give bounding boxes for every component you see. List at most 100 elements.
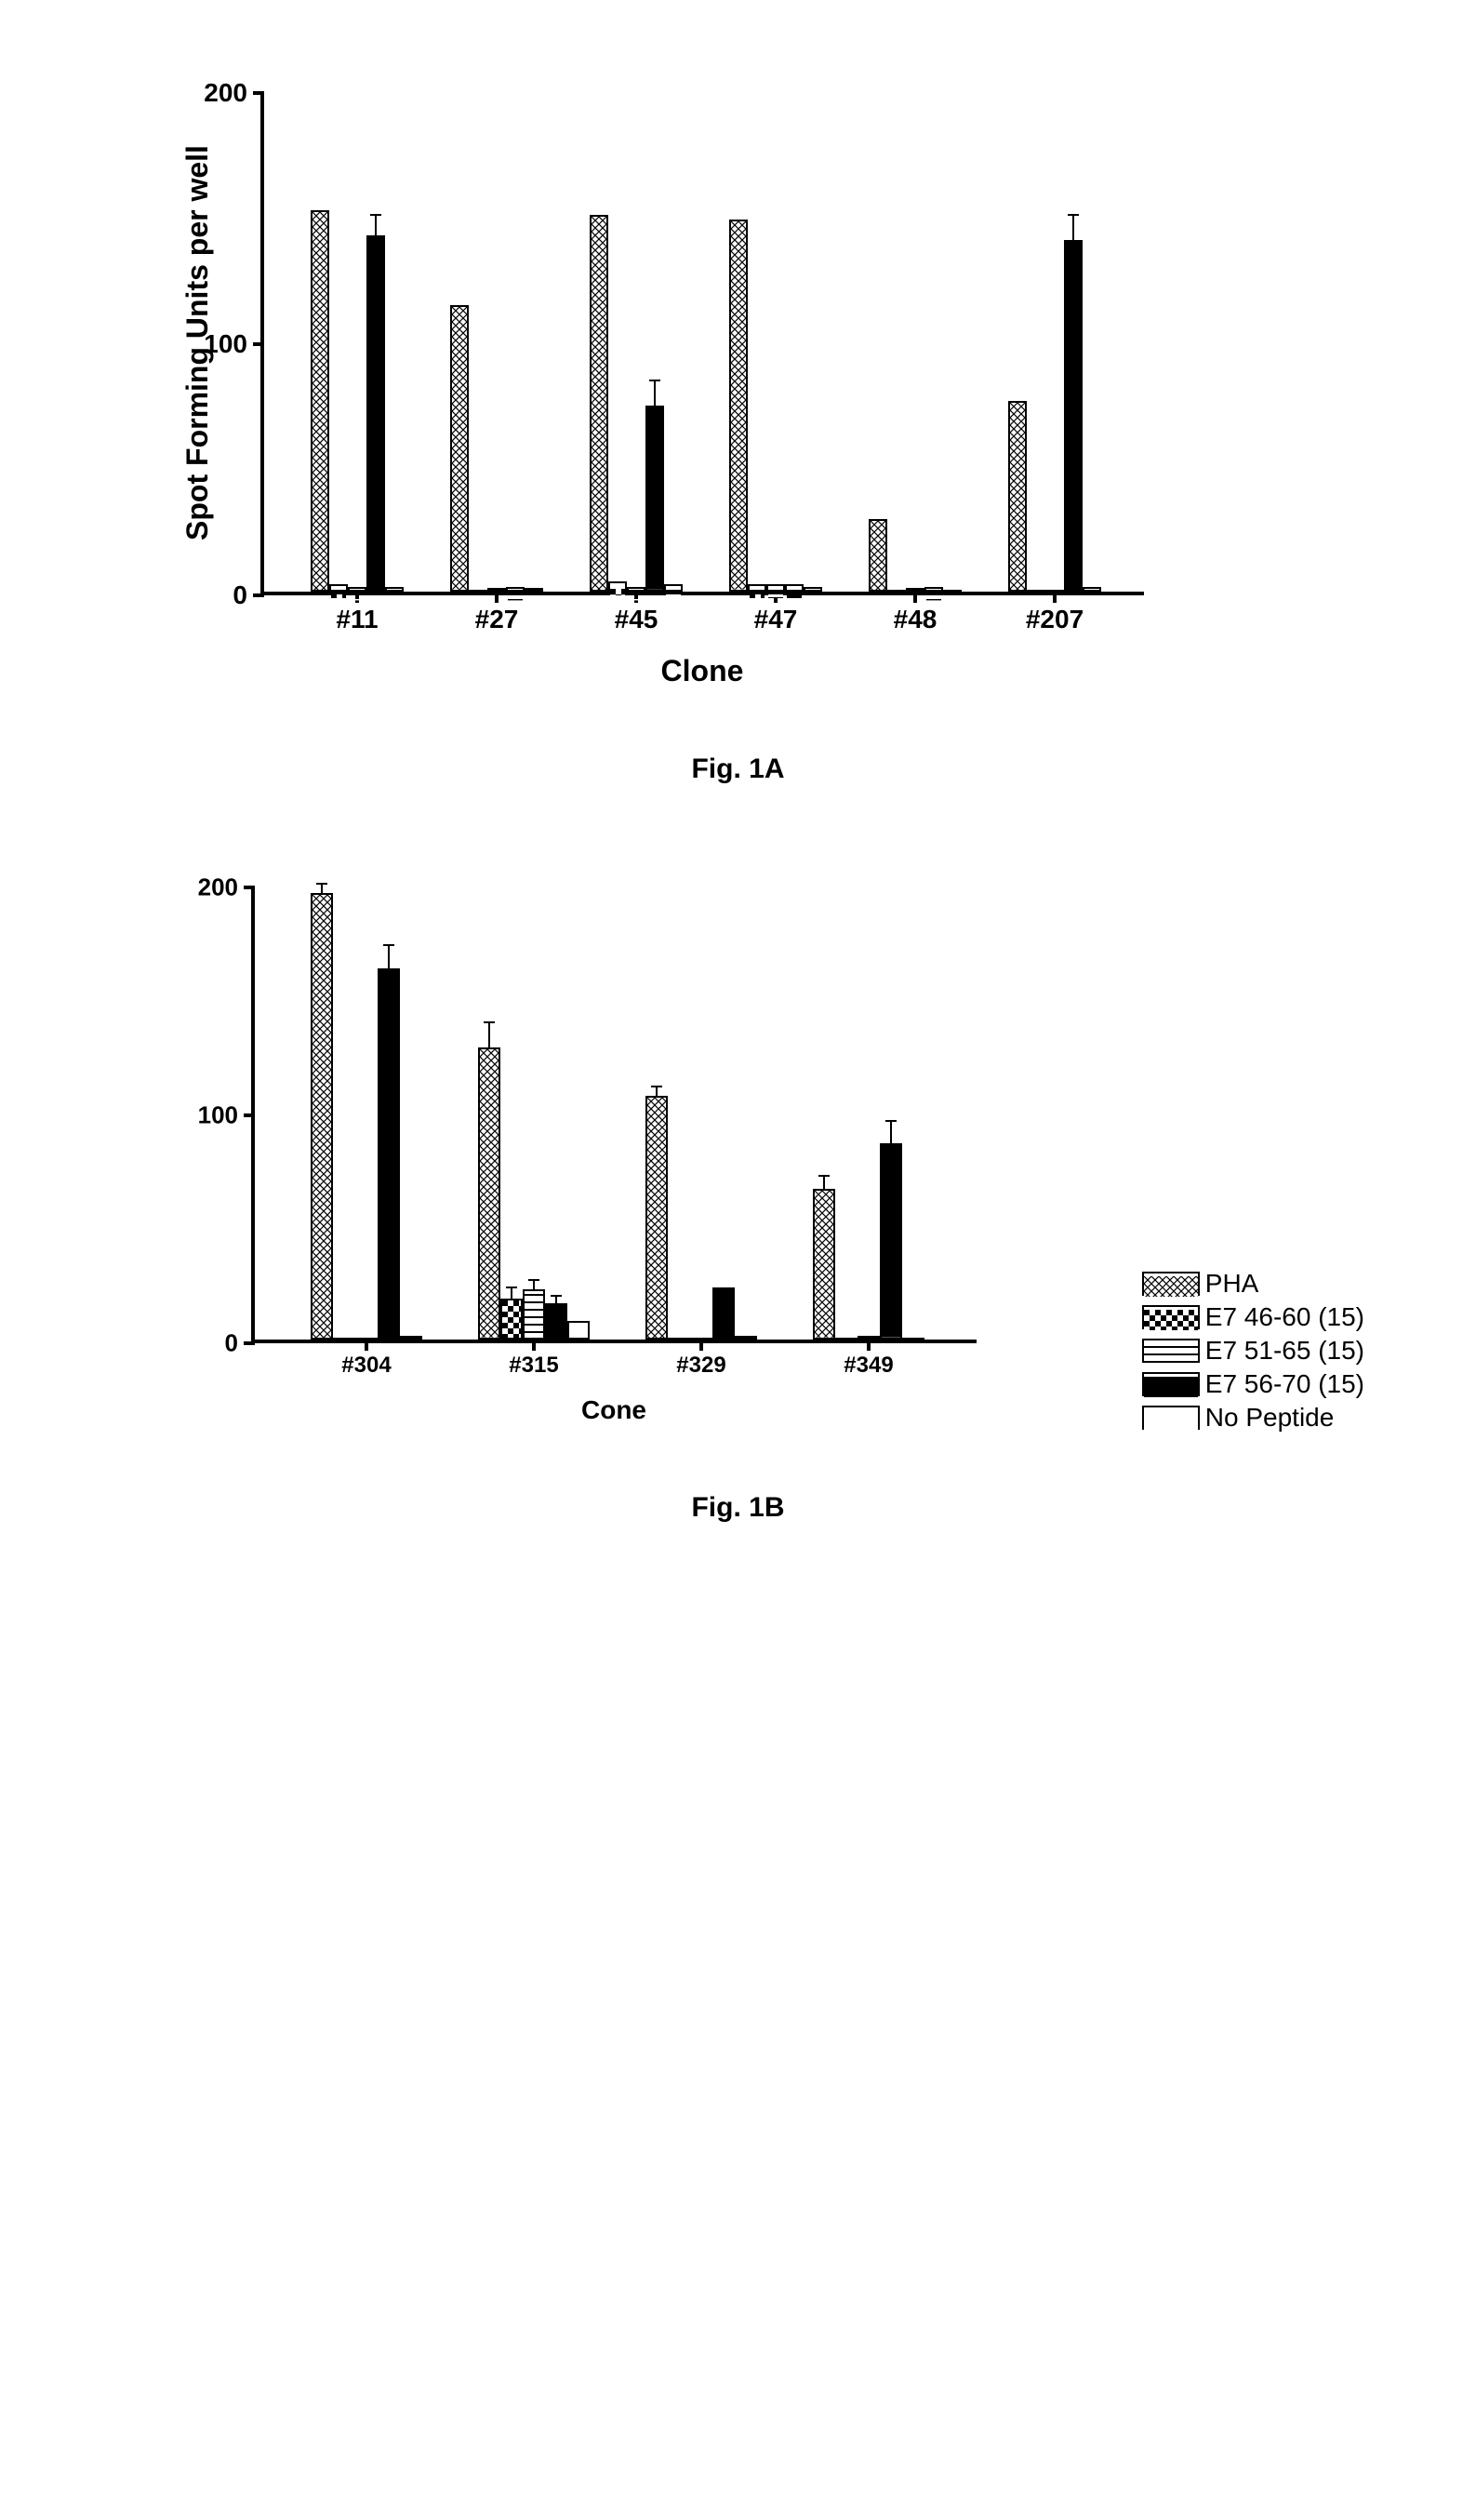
bar xyxy=(645,406,664,592)
error-cap xyxy=(484,1021,495,1023)
legend: PHAE7 46-60 (15) E7 51-65 (15)E7 56-70 (1… xyxy=(1142,1265,1364,1436)
x-tick-label: #11 xyxy=(336,605,378,634)
bar xyxy=(378,968,400,1340)
legend-item: No Peptide xyxy=(1142,1403,1364,1433)
bar xyxy=(608,581,627,592)
bar xyxy=(627,587,645,592)
error-cap xyxy=(316,883,327,885)
bar xyxy=(785,584,804,592)
bar xyxy=(664,584,683,592)
error-bar xyxy=(555,1296,557,1302)
bar xyxy=(523,1289,545,1340)
bar xyxy=(355,1338,378,1340)
error-cap xyxy=(551,1295,562,1297)
y-tick-label: 200 xyxy=(204,78,247,108)
x-tick-label: #47 xyxy=(754,605,798,634)
error-bar xyxy=(375,215,377,235)
bar xyxy=(869,519,887,592)
legend-swatch xyxy=(1142,1305,1200,1329)
y-tick-label: 100 xyxy=(204,329,247,359)
error-bar xyxy=(654,380,656,406)
legend-label: E7 51-65 (15) xyxy=(1205,1336,1364,1366)
bar xyxy=(880,1143,902,1340)
bar xyxy=(1064,240,1083,592)
error-cap xyxy=(885,1120,897,1122)
error-bar xyxy=(321,884,323,893)
bar xyxy=(1083,587,1101,592)
chart-a-plot: 0100200#11#27#45#47#48#207 xyxy=(260,93,1144,595)
bar xyxy=(729,220,748,592)
bar xyxy=(735,1336,757,1340)
bar xyxy=(668,1338,690,1340)
legend-label: E7 46-60 (15) xyxy=(1205,1302,1364,1332)
bar xyxy=(1027,590,1045,592)
x-tick xyxy=(1053,592,1057,603)
legend-swatch xyxy=(1142,1406,1200,1430)
bar xyxy=(500,1299,523,1340)
bar xyxy=(400,1336,422,1340)
chart-fig-1a: Spot Forming Units per well 0100200#11#2… xyxy=(149,74,1172,707)
y-tick xyxy=(253,342,264,346)
error-bar xyxy=(388,945,390,968)
bar xyxy=(748,584,766,592)
bar xyxy=(329,584,348,592)
error-cap xyxy=(818,1175,830,1177)
bar xyxy=(902,1338,924,1340)
bar xyxy=(766,584,785,592)
x-tick-label: #27 xyxy=(475,605,519,634)
error-cap xyxy=(383,944,394,946)
error-bar xyxy=(511,1287,512,1299)
legend-swatch xyxy=(1142,1272,1200,1296)
x-tick-label: #45 xyxy=(615,605,658,634)
error-cap xyxy=(649,380,660,381)
bar xyxy=(590,215,608,592)
chart-a-xlabel: Clone xyxy=(260,654,1144,688)
bar xyxy=(311,210,329,592)
bar xyxy=(924,587,943,592)
error-bar xyxy=(533,1280,535,1289)
bar xyxy=(858,1336,880,1340)
y-tick-label: 200 xyxy=(198,873,238,902)
legend-item: E7 56-70 (15) xyxy=(1142,1369,1364,1399)
bar xyxy=(333,1338,355,1340)
bar xyxy=(645,1096,668,1340)
caption-fig-1b: Fig. 1B xyxy=(19,1492,1457,1524)
legend-label: No Peptide xyxy=(1205,1403,1335,1433)
bar xyxy=(469,590,487,592)
legend-item: PHA xyxy=(1142,1269,1364,1299)
bar xyxy=(906,588,924,592)
x-tick-label: #329 xyxy=(676,1353,725,1379)
error-cap xyxy=(370,214,381,216)
bar xyxy=(943,590,962,592)
x-tick xyxy=(699,1340,703,1351)
chart-fig-1b: 0100200#304#315#329#349 Cone xyxy=(186,869,1023,1446)
bar xyxy=(887,590,906,592)
legend-label: PHA xyxy=(1205,1269,1259,1299)
error-bar xyxy=(488,1022,490,1047)
bar xyxy=(545,1303,567,1340)
error-cap xyxy=(1068,214,1079,216)
bar xyxy=(712,1287,735,1340)
error-cap xyxy=(528,1279,539,1281)
chart-b-xlabel: Cone xyxy=(251,1395,977,1425)
bar xyxy=(366,235,385,592)
bar xyxy=(348,587,366,592)
bar xyxy=(804,587,822,592)
error-bar xyxy=(823,1176,825,1190)
error-cap xyxy=(506,1287,517,1288)
bar xyxy=(385,587,404,592)
legend-swatch xyxy=(1142,1372,1200,1396)
bar xyxy=(1045,590,1064,592)
y-tick xyxy=(244,1113,255,1117)
x-tick xyxy=(365,1340,368,1351)
bar xyxy=(567,1321,590,1340)
error-cap xyxy=(651,1086,662,1087)
y-tick xyxy=(244,886,255,889)
legend-label: E7 56-70 (15) xyxy=(1205,1369,1364,1399)
y-tick-label: 100 xyxy=(198,1101,238,1130)
error-bar xyxy=(656,1087,658,1096)
error-bar xyxy=(1072,215,1074,240)
y-tick-label: 0 xyxy=(233,580,247,610)
bar xyxy=(813,1189,835,1340)
bar xyxy=(506,587,525,592)
